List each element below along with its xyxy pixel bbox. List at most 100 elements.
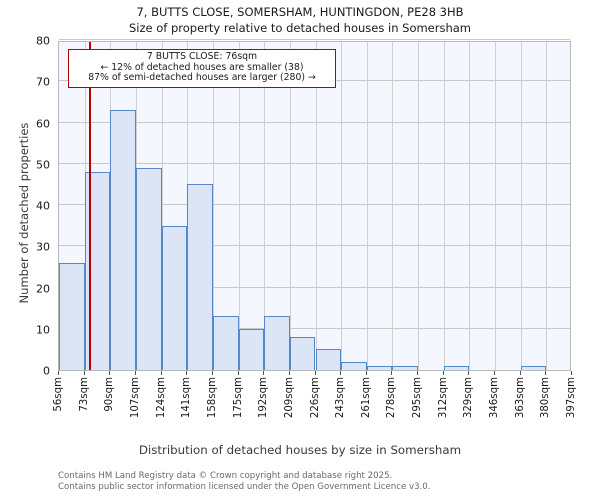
x-tick-mark-192sqm bbox=[263, 371, 265, 375]
annotation-line-3: 87% of semi-detached houses are larger (… bbox=[88, 72, 316, 84]
gridline-y-30 bbox=[59, 245, 570, 247]
y-tick-label-10: 10 bbox=[36, 323, 50, 337]
bar-107sqm bbox=[135, 167, 162, 370]
x-tick-label-107sqm: 107sqm bbox=[129, 377, 141, 419]
x-axis-title: Distribution of detached houses by size … bbox=[138, 443, 462, 457]
y-tick-label-80: 80 bbox=[36, 34, 50, 48]
property-marker-line bbox=[89, 42, 92, 370]
x-tick-mark-56sqm bbox=[58, 371, 59, 375]
gridline-x-6 bbox=[212, 42, 214, 370]
bar-series bbox=[59, 42, 570, 370]
x-tick-mark-346sqm bbox=[494, 371, 496, 375]
bar-243sqm bbox=[341, 361, 367, 370]
bar-90sqm bbox=[110, 110, 136, 370]
x-tick-label-278sqm: 278sqm bbox=[386, 377, 398, 419]
gridline-x-13 bbox=[392, 42, 394, 370]
gridline-y-10 bbox=[59, 327, 570, 329]
footer-line-2: Contains public sector information licen… bbox=[58, 481, 431, 492]
x-tick-mark-175sqm bbox=[237, 371, 239, 375]
gridline-x-9 bbox=[289, 42, 291, 370]
x-tick-mark-380sqm bbox=[545, 371, 547, 375]
bar-226sqm bbox=[315, 349, 342, 370]
y-tick-label-50: 50 bbox=[36, 158, 50, 172]
gridline-y-80 bbox=[59, 39, 570, 40]
x-tick-label-158sqm: 158sqm bbox=[206, 377, 218, 419]
chart-title-block: 7, BUTTS CLOSE, SOMERSHAM, HUNTINGDON, P… bbox=[0, 4, 600, 36]
bar-363sqm bbox=[520, 365, 547, 370]
x-tick-mark-295sqm bbox=[417, 371, 419, 375]
x-tick-label-329sqm: 329sqm bbox=[463, 377, 475, 419]
annotation-line-2: ← 12% of detached houses are smaller (38… bbox=[100, 61, 304, 73]
x-tick-label-73sqm: 73sqm bbox=[78, 377, 90, 412]
x-tick-mark-90sqm bbox=[109, 371, 111, 375]
y-tick-label-0: 0 bbox=[43, 364, 50, 378]
x-tick-mark-397sqm bbox=[571, 371, 572, 375]
x-tick-label-243sqm: 243sqm bbox=[335, 377, 347, 419]
y-tick-label-70: 70 bbox=[36, 75, 50, 89]
y-tick-label-40: 40 bbox=[36, 199, 50, 213]
y-tick-label-30: 30 bbox=[36, 240, 50, 254]
gridline-x-11 bbox=[341, 42, 343, 370]
bar-312sqm bbox=[443, 365, 470, 370]
x-tick-label-209sqm: 209sqm bbox=[283, 377, 295, 419]
annotation-box: 7 BUTTS CLOSE: 76sqm ← 12% of detached h… bbox=[68, 49, 336, 88]
x-tick-mark-209sqm bbox=[288, 371, 290, 375]
bar-56sqm bbox=[59, 262, 85, 370]
gridline-y-40 bbox=[59, 204, 570, 205]
x-axis: 56sqm 73sqm 90sqm 107sqm 124sqm 141sqm 158sqm 1… bbox=[0, 371, 600, 441]
y-axis: Number of detached properties 0 10 20 30 40 5… bbox=[0, 0, 58, 500]
x-tick-mark-243sqm bbox=[340, 371, 342, 375]
bar-73sqm bbox=[84, 172, 111, 370]
y-tick-label-20: 20 bbox=[36, 282, 50, 295]
gridline-x-4 bbox=[161, 42, 163, 370]
x-tick-mark-329sqm bbox=[468, 371, 470, 375]
x-tick-mark-141sqm bbox=[186, 371, 188, 375]
bar-141sqm bbox=[187, 184, 213, 370]
chart-title-line-2: Size of property relative to detached ho… bbox=[128, 21, 472, 35]
bar-278sqm bbox=[392, 365, 419, 370]
y-tick-label-60: 60 bbox=[36, 117, 50, 130]
x-tick-label-363sqm: 363sqm bbox=[514, 377, 526, 419]
gridline-x-17 bbox=[495, 42, 497, 370]
bar-124sqm bbox=[161, 225, 188, 370]
x-tick-mark-124sqm bbox=[160, 371, 162, 375]
x-tick-label-124sqm: 124sqm bbox=[155, 377, 167, 419]
bar-261sqm bbox=[366, 365, 393, 370]
gridline-x-15 bbox=[443, 42, 445, 370]
annotation-line-1: 7 BUTTS CLOSE: 76sqm bbox=[146, 51, 258, 62]
x-tick-label-397sqm: 397sqm bbox=[566, 377, 577, 419]
x-tick-label-141sqm: 141sqm bbox=[181, 377, 193, 419]
x-tick-mark-226sqm bbox=[314, 371, 316, 375]
y-axis-title: Number of detached properties bbox=[17, 122, 31, 304]
bar-209sqm bbox=[289, 337, 316, 370]
x-tick-mark-73sqm bbox=[83, 371, 85, 375]
bar-158sqm bbox=[212, 316, 239, 370]
x-tick-label-90sqm: 90sqm bbox=[104, 377, 116, 412]
gridline-x-16 bbox=[469, 42, 471, 370]
gridline-x-19 bbox=[546, 42, 548, 370]
x-tick-label-192sqm: 192sqm bbox=[258, 377, 270, 419]
x-tick-mark-363sqm bbox=[519, 371, 521, 375]
x-tick-mark-278sqm bbox=[391, 371, 393, 375]
x-tick-label-346sqm: 346sqm bbox=[489, 377, 501, 419]
gridline-x-7 bbox=[238, 42, 240, 370]
x-tick-label-295sqm: 295sqm bbox=[412, 377, 424, 419]
bar-192sqm bbox=[264, 316, 290, 370]
x-tick-mark-312sqm bbox=[442, 371, 444, 375]
gridline-x-14 bbox=[418, 42, 420, 370]
gridline-y-50 bbox=[59, 162, 570, 164]
gridline-y-60 bbox=[59, 121, 570, 123]
x-tick-label-380sqm: 380sqm bbox=[540, 377, 552, 419]
gridline-x-12 bbox=[366, 42, 368, 370]
bar-175sqm bbox=[238, 328, 265, 370]
x-tick-label-56sqm: 56sqm bbox=[53, 377, 64, 412]
plot-area bbox=[58, 39, 571, 371]
gridline-x-10 bbox=[315, 42, 317, 370]
gridline-x-18 bbox=[520, 42, 522, 370]
footer-line-1: Contains HM Land Registry data © Crown c… bbox=[58, 471, 393, 481]
gridline-x-8 bbox=[264, 42, 266, 370]
x-tick-label-312sqm: 312sqm bbox=[437, 377, 449, 419]
gridline-y-20 bbox=[59, 286, 570, 288]
x-tick-label-175sqm: 175sqm bbox=[232, 377, 244, 419]
x-tick-mark-107sqm bbox=[134, 371, 136, 375]
